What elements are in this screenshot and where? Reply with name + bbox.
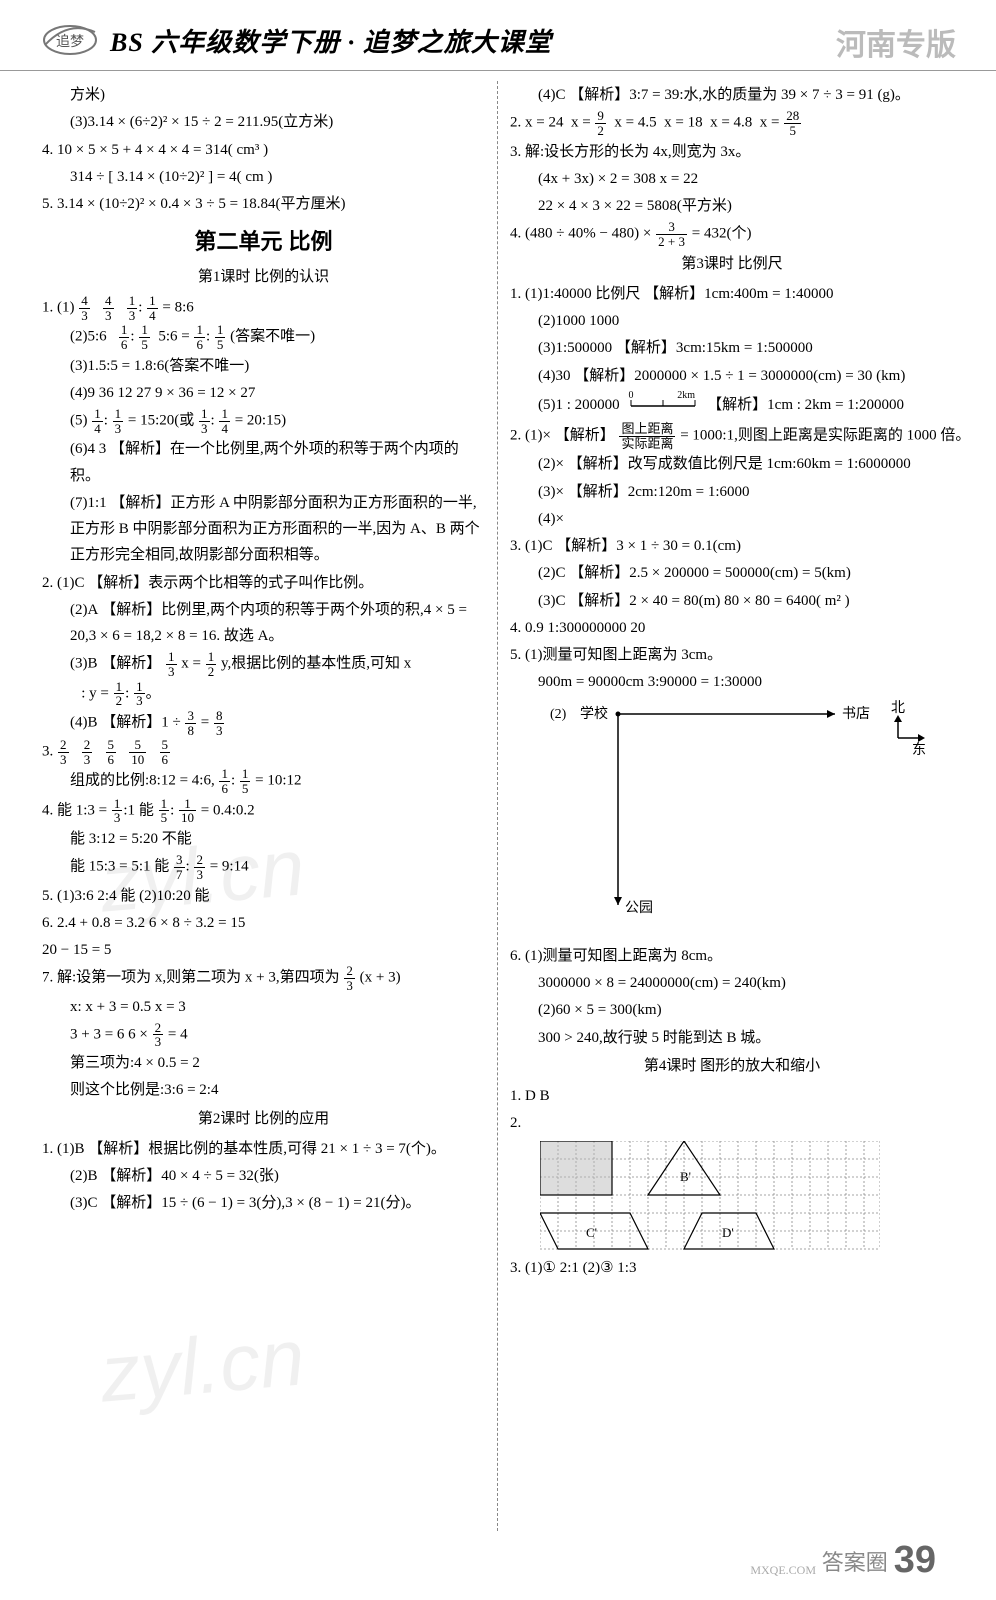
- text: 能 3:12 = 5:20 不能: [42, 826, 485, 852]
- section-title: 第二单元 比例: [42, 223, 485, 262]
- text: 1. (1)1:40000 比例尺 【解析】1cm:400m = 1:40000: [510, 281, 954, 307]
- svg-text:公园: 公园: [625, 901, 653, 916]
- text: (4x + 3x) × 2 = 308 x = 22: [510, 166, 954, 192]
- svg-text:学校: 学校: [580, 705, 608, 722]
- grid-diagram: B' C' D': [540, 1141, 880, 1251]
- text: 6. (1)测量可知图上距离为 8cm。: [510, 943, 954, 969]
- svg-text:北: 北: [891, 700, 905, 716]
- content-columns: 方米) (3)3.14 × (6÷2)² × 15 ÷ 2 = 211.95(立…: [0, 71, 996, 1531]
- text: 7. 解:设第一项为 x,则第二项为 x + 3,第四项为 23 (x + 3): [42, 964, 485, 992]
- text: (2)60 × 5 = 300(km): [510, 997, 954, 1023]
- right-column: (4)C 【解析】3:7 = 39:水,水的质量为 39 × 7 ÷ 3 = 9…: [498, 81, 966, 1531]
- text: 3. 23 23 56 510 56: [42, 738, 485, 766]
- text: (3)C 【解析】2 × 40 = 80(m) 80 × 80 = 6400( …: [510, 588, 954, 614]
- svg-text:0: 0: [629, 390, 634, 401]
- text: (4)30 【解析】2000000 × 1.5 ÷ 1 = 3000000(cm…: [510, 363, 954, 389]
- page-header: 追梦 BS 六年级数学下册 · 追梦之旅大课堂 河南专版: [0, 0, 996, 71]
- text: (5) 14: 13 = 15:20(或 13: 14 = 20:15): [42, 407, 485, 435]
- lesson-title: 第1课时 比例的认识: [42, 264, 485, 290]
- scale-bar: 0 2km: [623, 390, 703, 421]
- svg-text:B': B': [680, 1169, 691, 1184]
- text: 1. (1) 43 43 13: 14 = 8:6: [42, 294, 485, 322]
- text: : y = 12: 13。: [42, 680, 485, 708]
- lesson-title: 第3课时 比例尺: [510, 251, 954, 277]
- map-diagram: (2) 学校 书店 公园 北 东: [550, 700, 954, 939]
- text: 5. 3.14 × (10÷2)² × 0.4 × 3 ÷ 5 = 18.84(…: [42, 191, 485, 217]
- text: (3)B 【解析】 13 x = 12 y,根据比例的基本性质,可知 x: [42, 650, 485, 678]
- page-number: 39: [894, 1539, 936, 1582]
- footer-cn: 答案圈: [822, 1545, 888, 1577]
- text: 20 − 15 = 5: [42, 937, 485, 963]
- text: 3 + 3 = 6 6 × 23 = 4: [42, 1021, 485, 1049]
- svg-text:追梦: 追梦: [56, 34, 84, 50]
- text: 4. 10 × 5 × 5 + 4 × 4 × 4 = 314( cm³ ): [42, 137, 485, 163]
- text: 能 15:3 = 5:1 能 37: 23 = 9:14: [42, 853, 485, 881]
- footer-site: MXQE.COM: [750, 1563, 816, 1578]
- left-column: 方米) (3)3.14 × (6÷2)² × 15 ÷ 2 = 211.95(立…: [30, 81, 498, 1531]
- text: (4)9 36 12 27 9 × 36 = 12 × 27: [42, 380, 485, 406]
- text: (2)1000 1000: [510, 308, 954, 334]
- text: 则这个比例是:3:6 = 2:4: [42, 1077, 485, 1103]
- edition-label: 河南专版: [836, 20, 956, 64]
- text: (6)4 3 【解析】在一个比例里,两个外项的积等于两个内项的积。: [42, 436, 485, 489]
- text: 4. (480 ÷ 40% − 480) × 32 + 3 = 432(个): [510, 220, 954, 248]
- svg-text:C': C': [586, 1225, 597, 1240]
- text: 2.: [510, 1110, 954, 1136]
- svg-text:东: 东: [912, 742, 926, 758]
- svg-text:D': D': [722, 1225, 734, 1240]
- text: (2)× 【解析】改写成数值比例尺是 1cm:60km = 1:6000000: [510, 451, 954, 477]
- svg-text:书店: 书店: [842, 706, 870, 722]
- svg-text:(2): (2): [550, 707, 567, 722]
- book-title: BS 六年级数学下册 · 追梦之旅大课堂: [110, 22, 552, 59]
- text: (3)1:500000 【解析】3cm:15km = 1:500000: [510, 335, 954, 361]
- text: 5. (1)测量可知图上距离为 3cm。: [510, 642, 954, 668]
- text: (3)1.5:5 = 1.8:6(答案不唯一): [42, 353, 485, 379]
- page: 追梦 BS 六年级数学下册 · 追梦之旅大课堂 河南专版 zyl.cn zyl.…: [0, 0, 996, 1600]
- text: 3. (1)① 2:1 (2)③ 1:3: [510, 1255, 954, 1281]
- text: (2)B 【解析】40 × 4 ÷ 5 = 32(张): [42, 1163, 485, 1189]
- text: (3)C 【解析】15 ÷ (6 − 1) = 3(分),3 × (8 − 1)…: [42, 1190, 485, 1216]
- text: (4)×: [510, 506, 954, 532]
- text: 2. (1)× 【解析】 图上距离实际距离 = 1000:1,则图上距离是实际距…: [510, 422, 954, 450]
- text: 组成的比例:8:12 = 4:6, 16: 15 = 10:12: [42, 767, 485, 795]
- text: 300 > 240,故行驶 5 时能到达 B 城。: [510, 1025, 954, 1051]
- text: 6. 2.4 + 0.8 = 3.2 6 × 8 ÷ 3.2 = 15: [42, 910, 485, 936]
- text: 方米): [42, 82, 485, 108]
- text: (3)3.14 × (6÷2)² × 15 ÷ 2 = 211.95(立方米): [42, 109, 485, 135]
- text: 5. (1)3:6 2:4 能 (2)10:20 能: [42, 883, 485, 909]
- text: 4. 能 1:3 = 13:1 能 15: 110 = 0.4:0.2: [42, 797, 485, 825]
- text: (4)C 【解析】3:7 = 39:水,水的质量为 39 × 7 ÷ 3 = 9…: [510, 82, 954, 108]
- text: (2)C 【解析】2.5 × 200000 = 500000(cm) = 5(k…: [510, 560, 954, 586]
- svg-text:2km: 2km: [678, 390, 696, 401]
- text: (2)5:6 16: 15 5:6 = 16: 15 (答案不唯一): [42, 323, 485, 351]
- logo: 追梦: [40, 20, 100, 60]
- text: (7)1:1 【解析】正方形 A 中阴影部分面积为正方形面积的一半,正方形 B …: [42, 490, 485, 569]
- text: 4. 0.9 1:300000000 20: [510, 615, 954, 641]
- text: 2. (1)C 【解析】表示两个比相等的式子叫作比例。: [42, 570, 485, 596]
- text: 3. (1)C 【解析】3 × 1 ÷ 30 = 0.1(cm): [510, 533, 954, 559]
- text: 314 ÷ [ 3.14 × (10÷2)² ] = 4( cm ): [42, 164, 485, 190]
- lesson-title: 第4课时 图形的放大和缩小: [510, 1053, 954, 1079]
- text: 1. D B: [510, 1083, 954, 1109]
- text: 22 × 4 × 3 × 22 = 5808(平方米): [510, 193, 954, 219]
- text: 1. (1)B 【解析】根据比例的基本性质,可得 21 × 1 ÷ 3 = 7(…: [42, 1136, 485, 1162]
- text: x: x + 3 = 0.5 x = 3: [42, 994, 485, 1020]
- text: (4)B 【解析】1 ÷ 38 = 83: [42, 709, 485, 737]
- text: 3. 解:设长方形的长为 4x,则宽为 3x。: [510, 139, 954, 165]
- lesson-title: 第2课时 比例的应用: [42, 1106, 485, 1132]
- text: 2. x = 24 x = 92 x = 4.5 x = 18 x = 4.8 …: [510, 109, 954, 137]
- text: 900m = 90000cm 3:90000 = 1:30000: [510, 669, 954, 695]
- text: (2)A 【解析】比例里,两个内项的积等于两个外项的积,4 × 5 = 20,3…: [42, 597, 485, 650]
- text: (5)1 : 200000 0 2km 【解析】1cm : 2km = 1:20…: [510, 390, 954, 421]
- text: (3)× 【解析】2cm:120m = 1:6000: [510, 479, 954, 505]
- text: 第三项为:4 × 0.5 = 2: [42, 1050, 485, 1076]
- footer-badge: 答案圈 39: [822, 1539, 936, 1582]
- text: 3000000 × 8 = 24000000(cm) = 240(km): [510, 970, 954, 996]
